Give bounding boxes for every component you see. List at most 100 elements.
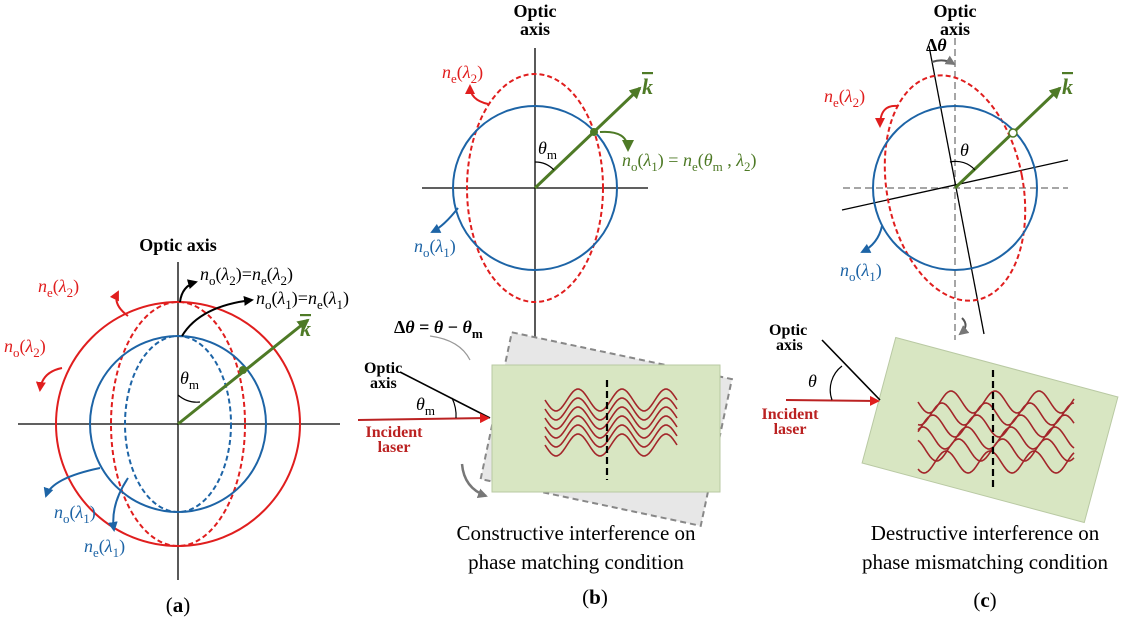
label-part: λ	[75, 502, 84, 522]
label-part: b	[589, 585, 601, 609]
equality-lambda2: no(λ2)=ne(λ2)	[200, 264, 293, 288]
label-part: c	[980, 588, 989, 612]
k-label: k	[300, 316, 311, 341]
label-part: )	[90, 502, 96, 523]
match-point	[590, 128, 598, 136]
label-part: )	[73, 276, 79, 297]
panel-a: Optic axis ne(λ2) no(λ2) no(λ2)=ne(λ2) n…	[4, 235, 349, 617]
label-part: −	[443, 317, 462, 337]
arrow	[600, 132, 628, 150]
angle-arc	[830, 366, 842, 400]
theta: θ	[808, 371, 817, 391]
theta-m: θm	[180, 368, 199, 392]
label-part: θ	[704, 150, 713, 170]
leader	[430, 336, 470, 360]
label-part: λ	[272, 264, 281, 284]
caption-line: Destructive interference on	[871, 521, 1100, 545]
label-part: m	[713, 159, 723, 174]
angle-arc	[535, 162, 554, 170]
laser-label: laser	[378, 439, 411, 456]
k-label: k	[642, 74, 653, 99]
arrow	[46, 468, 100, 496]
axis-label: axis	[370, 375, 397, 392]
ne-lambda2: ne(λ2)	[824, 86, 865, 110]
label-part: )	[601, 585, 608, 609]
label-part: n	[414, 236, 423, 256]
label-part: n	[84, 536, 93, 556]
label-part: n	[54, 502, 63, 522]
label-part: λ	[221, 264, 230, 284]
caption-line: phase mismatching condition	[862, 550, 1109, 574]
ne-lambda2: ne(λ2)	[38, 276, 79, 300]
label-part: =	[415, 317, 434, 337]
label-part: θ	[180, 368, 189, 388]
ne-lambda2: ne(λ2)	[442, 62, 483, 86]
figure: Optic axis ne(λ2) no(λ2) no(λ2)=ne(λ2) n…	[0, 0, 1133, 628]
label-part: m	[425, 403, 435, 418]
label-part: θ	[416, 394, 425, 414]
delta-theta: Δθ	[926, 35, 947, 55]
optic-label: Optic	[934, 1, 977, 21]
label-part: n	[38, 276, 47, 296]
label-part: λ	[58, 276, 67, 296]
label-part: (	[166, 593, 173, 617]
label-part: θ	[937, 35, 947, 55]
label-part: λ	[861, 260, 870, 280]
label-part: n	[824, 86, 833, 106]
label-part: n	[840, 260, 849, 280]
panel-label: (a)	[166, 593, 191, 617]
label-part: (	[582, 585, 589, 609]
label-part: )	[119, 536, 125, 557]
arrow	[180, 282, 196, 302]
label-part: )	[287, 264, 293, 285]
match-point	[239, 366, 247, 374]
axis-label: axis	[520, 19, 550, 39]
label-part: (	[973, 588, 980, 612]
label-part: λ	[328, 288, 337, 308]
label-part: n	[200, 264, 209, 284]
label-part: λ	[643, 150, 652, 170]
incident-laser	[358, 418, 488, 420]
label-part: Δ	[926, 35, 937, 55]
arrow	[432, 208, 458, 232]
mismatch-point	[1009, 129, 1017, 137]
caption-line: phase matching condition	[468, 550, 684, 574]
theta: θ	[960, 140, 969, 160]
label-part: n	[442, 62, 451, 82]
arrow	[116, 292, 128, 316]
label-part: a	[173, 593, 184, 617]
optic-axis-label: Optic axis	[139, 235, 217, 255]
laser-label: laser	[774, 421, 807, 438]
label-part: )	[40, 336, 46, 357]
no-lambda1: no(λ1)	[840, 260, 882, 284]
label-part: ,	[723, 150, 737, 170]
crystal-optic-axis	[400, 372, 490, 418]
label-part: ) =	[658, 150, 683, 171]
label-part: )	[477, 62, 483, 83]
axis-label: axis	[776, 337, 803, 354]
label-part: )	[859, 86, 865, 107]
arrow	[880, 106, 898, 126]
arrow	[932, 60, 954, 64]
label-part: n	[252, 264, 261, 284]
ne-lambda1: ne(λ1)	[84, 536, 125, 560]
label-part: n	[256, 288, 265, 308]
arrow	[40, 368, 62, 390]
label-part: Δ	[394, 317, 405, 337]
angle-arc	[178, 395, 200, 402]
label-part: )	[183, 593, 190, 617]
label-part: n	[4, 336, 13, 356]
k-label: k	[1062, 74, 1073, 99]
panel-label: (b)	[582, 585, 608, 609]
label-part: θ	[538, 138, 547, 158]
optic-label: Optic	[514, 1, 557, 21]
arrow	[862, 226, 882, 252]
label-part: λ	[435, 236, 444, 256]
matching-equation: no(λ1) = ne(θm , λ2)	[622, 150, 757, 174]
label-part: )	[343, 288, 349, 309]
no-lambda1: no(λ1)	[54, 502, 96, 526]
arrow	[960, 318, 966, 334]
theta-m: θm	[416, 394, 435, 418]
label-part: )=	[236, 264, 252, 285]
no-lambda1: no(λ1)	[414, 236, 456, 260]
